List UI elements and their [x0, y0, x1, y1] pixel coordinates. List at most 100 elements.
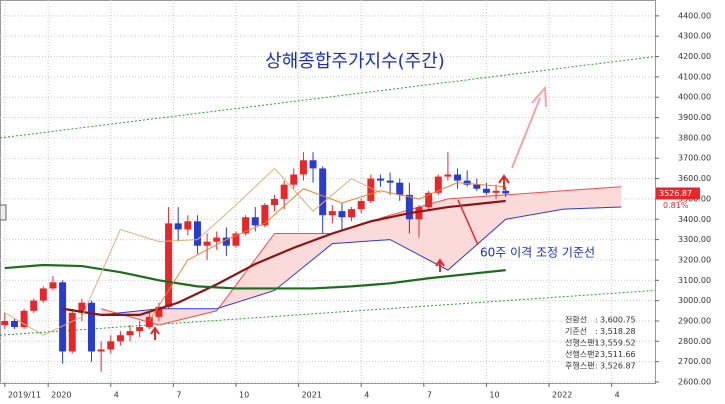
- x-tick-label: 2022: [552, 391, 572, 400]
- candle-body: [405, 194, 413, 220]
- candle-body: [376, 178, 384, 181]
- x-tick-label: 7: [176, 391, 181, 400]
- candle-body: [492, 190, 500, 193]
- candle-body: [232, 233, 240, 246]
- x-tick-label: 7: [427, 391, 432, 400]
- candle-body: [396, 182, 404, 195]
- candle-body: [242, 217, 250, 234]
- candle-body: [502, 190, 510, 194]
- info-value: 3,518.28: [600, 327, 636, 336]
- candle-body: [357, 200, 365, 210]
- candle-body: [88, 302, 96, 352]
- candle-body: [107, 341, 115, 350]
- candle-body: [454, 174, 462, 181]
- indicator-line: [4, 263, 506, 290]
- candle-body: [386, 180, 394, 183]
- candle-body: [30, 300, 38, 311]
- candle-body: [136, 327, 144, 332]
- cloud-span-b: [101, 206, 622, 316]
- candle-body: [193, 221, 201, 246]
- price-label: 3526.87: [659, 189, 692, 198]
- candle-body: [39, 288, 47, 301]
- candle-body: [348, 209, 356, 218]
- x-tick-label: 4: [114, 391, 119, 400]
- plot-layer: [0, 0, 656, 383]
- x-tick-label: 2021: [302, 391, 322, 400]
- x-tick-label: 4: [364, 391, 369, 400]
- candle-body: [299, 160, 307, 175]
- candle-body: [165, 223, 173, 307]
- y-tick-label: 2900.00: [678, 316, 711, 325]
- info-value: 3,559.52: [600, 339, 636, 348]
- candle-body: [203, 241, 211, 246]
- info-value: 3,511.66: [600, 350, 636, 359]
- side-handle[interactable]: [0, 204, 7, 221]
- x-tick-label: 10: [239, 391, 249, 400]
- y-tick-label: 3600.00: [678, 174, 711, 183]
- candle-body: [290, 174, 298, 185]
- candle-body: [367, 178, 375, 201]
- candle-body: [338, 211, 346, 218]
- candle-body: [473, 184, 481, 189]
- info-sep: :: [595, 362, 598, 371]
- arrow-up: [150, 326, 160, 340]
- candle-body: [59, 282, 67, 352]
- candle-body: [116, 335, 124, 342]
- info-sep: :: [595, 350, 598, 359]
- y-tick-label: 3300.00: [678, 235, 711, 244]
- y-tick-label: 4200.00: [678, 52, 711, 61]
- y-tick-label: 3400.00: [678, 215, 711, 224]
- indicator-line: [148, 182, 506, 322]
- candle-body: [222, 237, 230, 246]
- indicator-line: [62, 199, 506, 316]
- y-tick-label: 3100.00: [678, 276, 711, 285]
- y-tick-label: 4400.00: [678, 11, 711, 20]
- x-tick-label: 2020: [51, 391, 71, 400]
- info-label: 후행스팬: [565, 361, 594, 371]
- candle-body: [10, 320, 18, 328]
- y-tick-label: 3800.00: [678, 133, 711, 142]
- candle-body: [155, 306, 163, 317]
- x-tick-label: 4: [615, 391, 620, 400]
- candle-body: [20, 310, 28, 328]
- channel-line: [0, 289, 656, 336]
- y-tick-label: 3200.00: [678, 255, 711, 264]
- candle-body: [78, 302, 86, 313]
- info-label: 선행스팬2: [565, 349, 600, 359]
- info-sep: :: [595, 339, 598, 348]
- x-tick-label: 2019/11: [8, 391, 41, 400]
- candle-body: [434, 176, 442, 193]
- arrow-pointer: [457, 199, 479, 246]
- info-sep: :: [595, 327, 598, 336]
- candle-body: [184, 221, 192, 230]
- arrow-up: [498, 174, 510, 190]
- info-label: 기준선: [565, 327, 587, 336]
- candle-body: [251, 217, 259, 226]
- projection-arrow: [511, 85, 547, 169]
- candle-body: [261, 205, 269, 226]
- info-value: 3,600.75: [600, 316, 636, 325]
- y-tick-label: 3700.00: [678, 154, 711, 163]
- info-label: 전환선: [565, 315, 587, 325]
- candle-body: [68, 312, 76, 352]
- indicator-line: [4, 167, 381, 336]
- chart-title: 상해종합주가지수(주간): [265, 51, 445, 72]
- candle-body: [309, 160, 317, 169]
- candle-body: [319, 168, 327, 216]
- candle-body: [328, 211, 336, 216]
- candle-body: [425, 192, 433, 208]
- candle-body: [97, 349, 105, 352]
- candle-body: [49, 282, 57, 289]
- annotation: 60주 이격 조정 기준선: [480, 246, 595, 260]
- y-tick-label: 3000.00: [678, 296, 711, 305]
- price-box: [656, 187, 700, 200]
- x-tick-label: 10: [489, 391, 499, 400]
- y-tick-label: 2600.00: [678, 377, 711, 386]
- y-tick-label: 4300.00: [678, 32, 711, 41]
- candle-body: [271, 198, 279, 206]
- y-tick-label: 3900.00: [678, 113, 711, 122]
- candle-body: [1, 320, 9, 326]
- candle-body: [482, 188, 490, 193]
- y-tick-label: 2700.00: [678, 357, 711, 366]
